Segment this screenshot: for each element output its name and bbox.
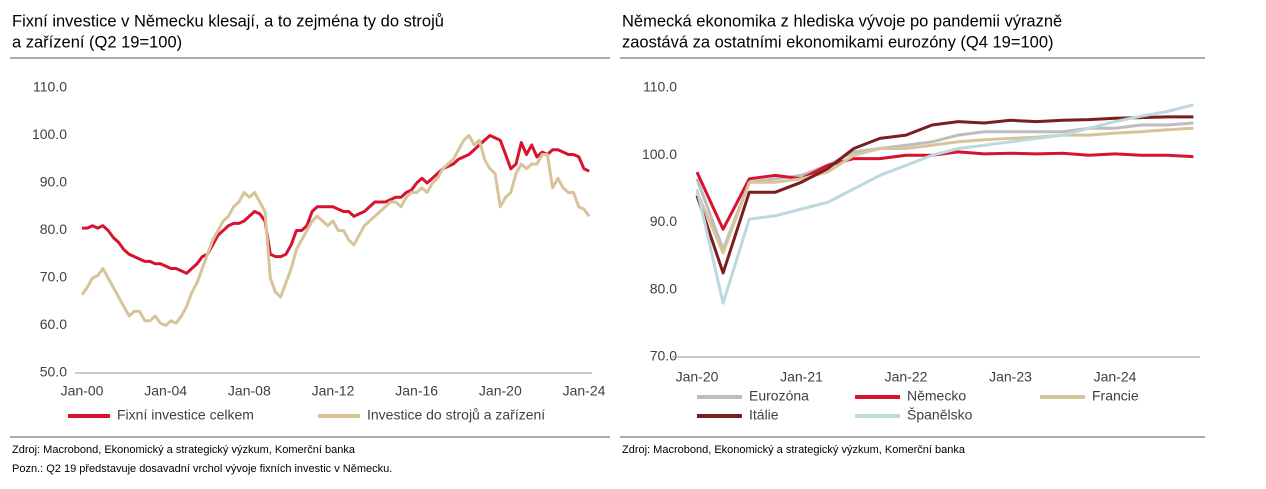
series-line (695, 103, 1194, 305)
y-tick-label: 100.0 (32, 126, 67, 142)
legend-label: Itálie (749, 407, 779, 423)
chart-title: zaostává za ostatními ekonomikami eurozó… (622, 33, 1054, 51)
note: Pozn.: Q2 19 představuje dosavadní vrcho… (12, 463, 392, 475)
legend-label: Španělsko (907, 407, 973, 423)
chart-title: Fixní investice v Německu klesají, a to … (12, 12, 444, 30)
y-tick-label: 70.0 (650, 348, 677, 364)
x-tick-label: Jan-20 (676, 369, 719, 385)
y-tick-label: 100.0 (642, 146, 677, 162)
legend-label: Investice do strojů a zařízení (367, 407, 545, 423)
y-tick-label: 80.0 (40, 221, 67, 237)
y-tick-label: 110.0 (643, 79, 677, 95)
y-tick-label: 80.0 (650, 280, 677, 296)
series-line (82, 134, 590, 275)
x-tick-label: Jan-00 (61, 383, 104, 399)
x-tick-label: Jan-16 (395, 383, 438, 399)
y-tick-label: 60.0 (40, 316, 67, 332)
series-line (80, 134, 591, 327)
y-tick-label: 50.0 (40, 364, 67, 380)
y-tick-label: 90.0 (40, 174, 67, 190)
source: Zdroj: Macrobond, Ekonomický a strategic… (12, 444, 356, 456)
x-tick-label: Jan-04 (144, 383, 187, 399)
series-line (695, 115, 1194, 275)
y-tick-label: 90.0 (650, 213, 677, 229)
x-tick-label: Jan-24 (563, 383, 606, 399)
legend-label: Německo (907, 388, 966, 404)
x-tick-label: Jan-22 (885, 369, 928, 385)
series-line (695, 121, 1194, 251)
legend-label: Eurozóna (749, 388, 809, 404)
chart-title: a zařízení (Q2 19=100) (12, 33, 182, 51)
chart-title: Německá ekonomika z hlediska vývoje po p… (622, 12, 1062, 30)
series-line (695, 126, 1194, 255)
x-tick-label: Jan-21 (780, 369, 823, 385)
legend-label: Francie (1092, 388, 1139, 404)
y-tick-label: 70.0 (40, 269, 67, 285)
source: Zdroj: Macrobond, Ekonomický a strategic… (622, 444, 966, 456)
x-tick-label: Jan-08 (228, 383, 271, 399)
x-tick-label: Jan-23 (989, 369, 1032, 385)
series-line (695, 150, 1194, 231)
legend-label: Fixní investice celkem (117, 407, 254, 423)
x-tick-label: Jan-12 (312, 383, 355, 399)
x-tick-label: Jan-24 (1094, 369, 1137, 385)
x-tick-label: Jan-20 (479, 383, 522, 399)
y-tick-label: 110.0 (33, 79, 67, 95)
